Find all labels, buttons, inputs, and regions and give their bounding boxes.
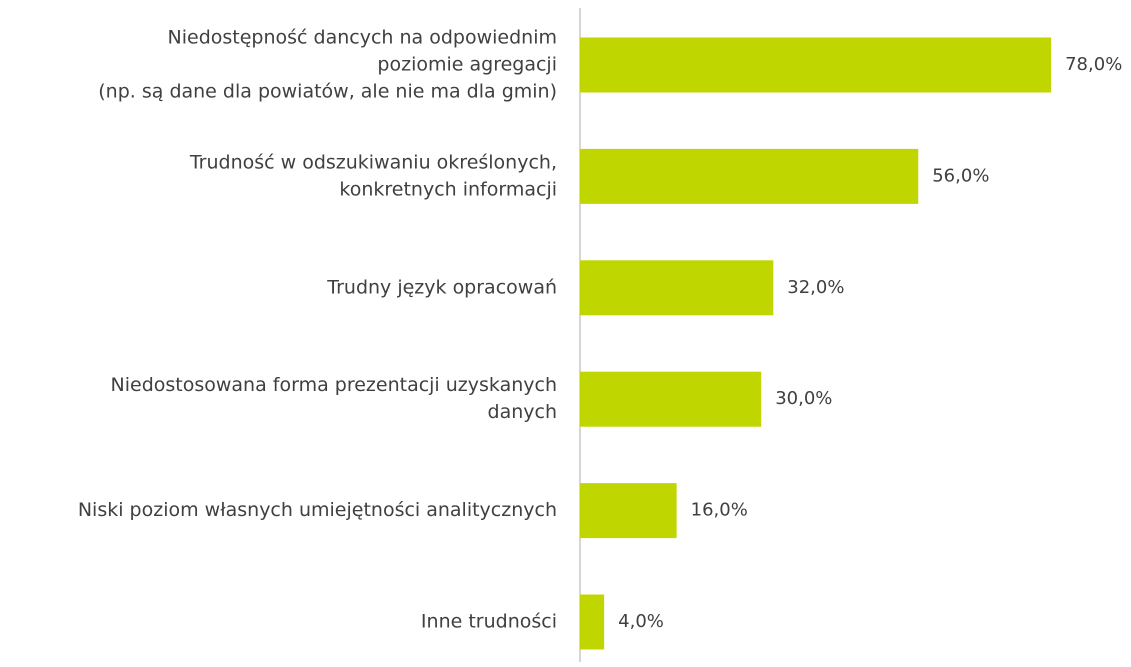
- bar: [580, 260, 774, 316]
- value-label: 30,0%: [775, 388, 832, 409]
- value-label: 4,0%: [618, 611, 664, 632]
- category-label: Niski poziom własnych umiejętności anali…: [78, 499, 557, 521]
- bar: [580, 483, 677, 539]
- value-label: 32,0%: [787, 277, 844, 298]
- bar: [580, 371, 762, 427]
- category-label: (np. są dane dla powiatów, ale nie ma dl…: [98, 81, 557, 103]
- category-label: Niedostępność dancych na odpowiednim: [168, 27, 557, 49]
- bar: [580, 594, 605, 650]
- category-label: danych: [488, 401, 557, 423]
- category-label: Trudny język opracowań: [326, 276, 557, 298]
- category-label: Niedostosowana forma prezentacji uzyskan…: [111, 374, 557, 396]
- value-label: 16,0%: [691, 500, 748, 521]
- category-label: konkretnych informacji: [339, 178, 557, 200]
- value-label: 56,0%: [932, 165, 989, 186]
- value-label: 78,0%: [1065, 54, 1122, 75]
- bar: [580, 148, 919, 204]
- bar: [580, 37, 1052, 93]
- category-label: Inne trudności: [421, 611, 557, 633]
- category-label: Trudność w odszukiwaniu określonych,: [189, 151, 557, 173]
- category-label: poziomie agregacji: [377, 54, 557, 76]
